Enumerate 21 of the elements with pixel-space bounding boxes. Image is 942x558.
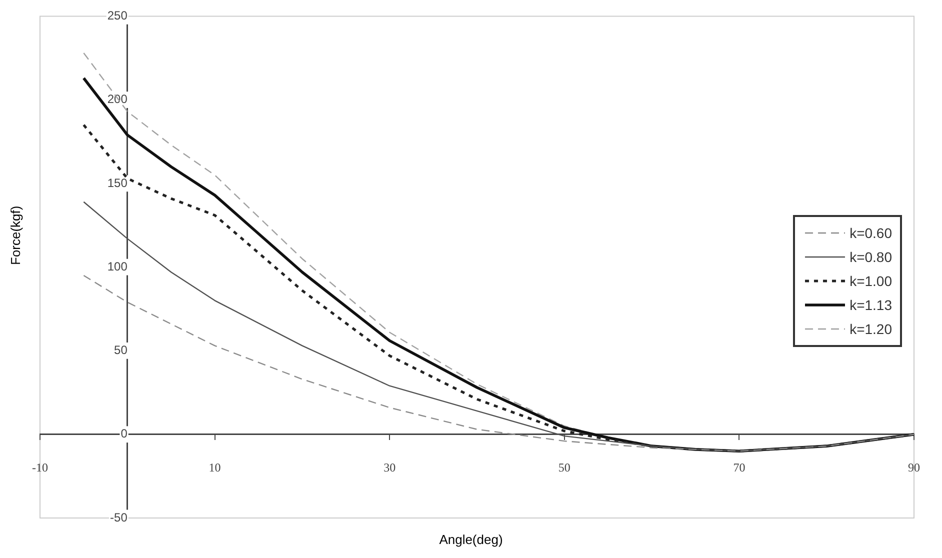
x-tick-label: 30 [384, 460, 396, 475]
y-tick-label: 200 [107, 92, 128, 106]
legend-label: k=0.80 [850, 249, 892, 265]
y-tick-label: 50 [114, 343, 128, 358]
legend-label: k=1.00 [850, 273, 892, 289]
x-tick-label: 90 [908, 460, 920, 475]
y-tick-label: 250 [107, 8, 128, 23]
legend-label: k=0.60 [850, 225, 892, 241]
y-tick-label: 100 [107, 259, 128, 274]
y-axis-title: Force(kgf) [8, 206, 23, 265]
x-tick-label: 70 [733, 460, 746, 475]
x-tick-label: -10 [32, 460, 48, 475]
y-tick-label: -50 [110, 510, 128, 524]
y-tick-label: 0 [120, 426, 128, 441]
x-tick-label: 10 [208, 460, 221, 475]
legend-label: k=1.13 [850, 297, 892, 313]
legend-label: k=1.20 [850, 321, 892, 337]
x-axis-title: Angle(deg) [438, 532, 504, 547]
x-tick-label: 50 [558, 460, 570, 475]
line-series [83, 274, 914, 452]
y-tick-label: 150 [107, 176, 128, 190]
